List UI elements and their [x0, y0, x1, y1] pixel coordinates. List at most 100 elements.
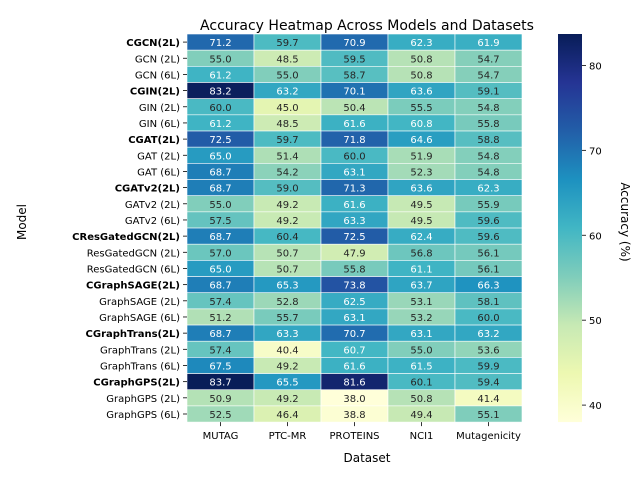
- cell-value-label: 63.6: [410, 184, 432, 195]
- column-labels: MUTAG PTC-MR PROTEINS NCI1 Mutagenicity: [203, 422, 521, 442]
- cell-value-label: 50.8: [410, 54, 432, 65]
- cell-value-label: 72.5: [343, 232, 365, 243]
- cell-value-label: 62.3: [410, 38, 432, 49]
- cell-value-label: 59.9: [477, 361, 499, 372]
- cell-value-label: 55.9: [477, 200, 499, 211]
- cell-value-label: 61.1: [410, 264, 432, 275]
- cell-value-label: 54.8: [477, 167, 499, 178]
- cell-value-label: 49.2: [276, 361, 298, 372]
- cell-value-label: 63.7: [410, 281, 432, 292]
- cell-value-label: 59.6: [477, 216, 499, 227]
- cell-value-label: 70.1: [343, 87, 365, 98]
- colorbar-label: Accuracy (%): [618, 182, 632, 261]
- row-label: ResGatedGCN (6L): [87, 264, 180, 275]
- cell-value-label: 63.2: [276, 87, 298, 98]
- cell-value-label: 50.7: [276, 248, 298, 259]
- cell-value-label: 61.5: [410, 361, 432, 372]
- cell-value-label: 58.8: [477, 135, 499, 146]
- cell-value-label: 55.7: [276, 313, 298, 324]
- row-label: GraphTrans (2L): [100, 345, 180, 356]
- row-label: GAT (6L): [137, 167, 180, 178]
- cell-value-label: 68.7: [209, 329, 231, 340]
- cell-value-label: 60.7: [343, 345, 365, 356]
- cell-value-label: 71.3: [343, 184, 365, 195]
- column-label: PROTEINS: [329, 431, 379, 442]
- cell-value-label: 55.5: [410, 103, 432, 114]
- cell-value-label: 50.4: [343, 103, 365, 114]
- cell-value-label: 55.8: [477, 119, 499, 130]
- y-axis-label: Model: [15, 204, 29, 240]
- cell-value-label: 62.3: [477, 184, 499, 195]
- x-axis-label: Dataset: [344, 451, 391, 465]
- row-label: GraphSAGE (2L): [99, 297, 180, 308]
- cell-value-label: 55.8: [343, 264, 365, 275]
- cell-value-label: 65.0: [209, 264, 231, 275]
- cell-value-label: 71.2: [209, 38, 231, 49]
- cell-value-label: 55.0: [209, 54, 231, 65]
- cell-value-label: 60.0: [477, 313, 499, 324]
- cell-value-label: 58.7: [343, 70, 365, 81]
- cell-value-label: 68.7: [209, 167, 231, 178]
- cell-value-label: 52.8: [276, 297, 298, 308]
- cell-value-label: 63.2: [477, 329, 499, 340]
- cell-value-label: 62.5: [343, 297, 365, 308]
- row-label: CGCN(2L): [126, 38, 180, 49]
- cell-value-label: 56.1: [477, 264, 499, 275]
- cell-value-label: 50.7: [276, 264, 298, 275]
- cell-value-label: 59.1: [477, 87, 499, 98]
- cell-value-label: 57.4: [209, 345, 231, 356]
- row-label: CGAT(2L): [128, 135, 180, 146]
- cell-value-label: 38.8: [343, 410, 365, 421]
- cell-value-label: 51.4: [276, 151, 298, 162]
- chart-title: Accuracy Heatmap Across Models and Datas…: [200, 18, 534, 34]
- cell-value-label: 49.5: [410, 200, 432, 211]
- cell-value-label: 54.8: [477, 151, 499, 162]
- cell-value-label: 62.4: [410, 232, 432, 243]
- cell-value-label: 55.0: [276, 70, 298, 81]
- heatmap-cells: 71.2 59.7 70.9 62.3 61.9 55.0 48.5 59.5 50.8 54.7…: [186, 33, 523, 423]
- cell-value-label: 45.0: [276, 103, 298, 114]
- row-label: GraphGPS (2L): [106, 394, 180, 405]
- cell-value-label: 61.6: [343, 200, 365, 211]
- column-label: NCI1: [410, 431, 434, 442]
- cell-value-label: 67.5: [209, 361, 231, 372]
- row-label: GIN (2L): [139, 103, 180, 114]
- colorbar-tick-label: 60: [589, 231, 602, 242]
- cell-value-label: 73.8: [343, 281, 365, 292]
- cell-value-label: 71.8: [343, 135, 365, 146]
- row-label: GAT (2L): [137, 151, 180, 162]
- cell-value-label: 58.1: [477, 297, 499, 308]
- cell-value-label: 50.8: [410, 394, 432, 405]
- cell-value-label: 59.5: [343, 54, 365, 65]
- cell-value-label: 50.8: [410, 70, 432, 81]
- cell-value-label: 72.5: [209, 135, 231, 146]
- cell-value-label: 55.0: [209, 200, 231, 211]
- cell-value-label: 51.9: [410, 151, 432, 162]
- row-label: CGIN(2L): [130, 87, 180, 98]
- cell-value-label: 68.7: [209, 232, 231, 243]
- row-label: GCN (2L): [135, 54, 180, 65]
- row-label: CGraphGPS(2L): [93, 378, 180, 389]
- colorbar-tick-label: 40: [589, 401, 602, 412]
- cell-value-label: 54.8: [477, 103, 499, 114]
- cell-value-label: 55.1: [477, 410, 499, 421]
- cell-value-label: 63.1: [410, 329, 432, 340]
- colorbar-gradient: [558, 34, 582, 423]
- cell-value-label: 55.0: [410, 345, 432, 356]
- cell-value-label: 59.6: [477, 232, 499, 243]
- cell-value-label: 48.5: [276, 119, 298, 130]
- cell-value-label: 50.9: [209, 394, 231, 405]
- cell-value-label: 61.2: [209, 119, 231, 130]
- cell-value-label: 52.3: [410, 167, 432, 178]
- cell-value-label: 56.8: [410, 248, 432, 259]
- cell-value-label: 57.0: [209, 248, 231, 259]
- cell-value-label: 63.3: [276, 329, 298, 340]
- cell-value-label: 59.7: [276, 135, 298, 146]
- cell-value-label: 46.4: [276, 410, 298, 421]
- cell-value-label: 83.7: [209, 378, 231, 389]
- cell-value-label: 81.6: [343, 378, 365, 389]
- row-label: GATv2 (6L): [125, 216, 180, 227]
- cell-value-label: 70.9: [343, 38, 365, 49]
- cell-value-label: 49.2: [276, 216, 298, 227]
- cell-value-label: 47.9: [343, 248, 365, 259]
